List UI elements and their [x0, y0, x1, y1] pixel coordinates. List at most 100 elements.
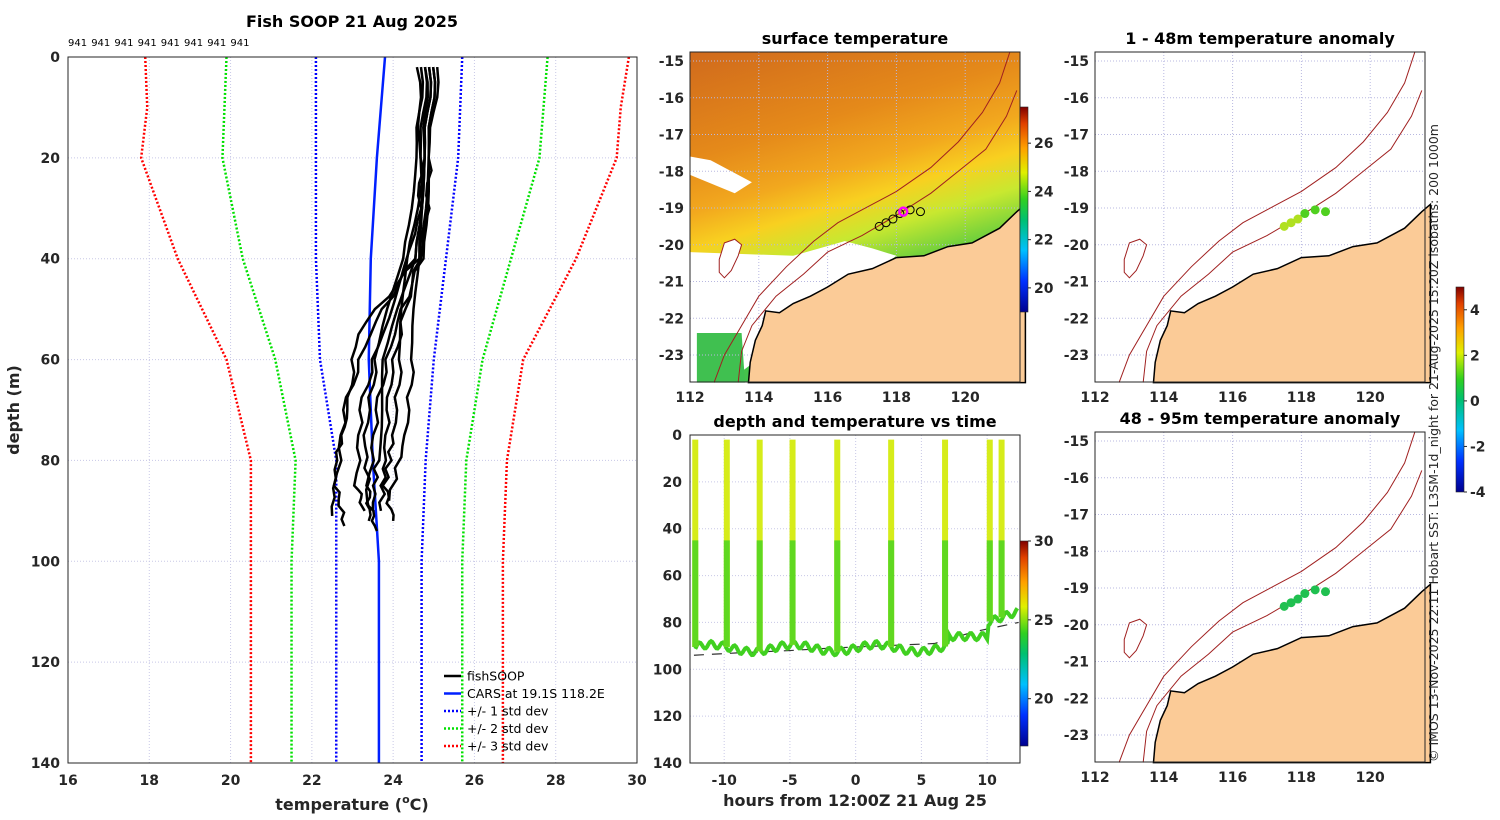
legend-entry: CARS at 19.1S 118.2E	[467, 686, 605, 701]
map-title: 48 - 95m temperature anomaly	[1120, 409, 1401, 428]
anomaly-point	[1320, 207, 1330, 217]
legend-entry: +/- 1 std dev	[467, 704, 549, 719]
y-tick-label: 40	[41, 252, 61, 268]
anomaly-point	[1279, 221, 1289, 231]
anomaly-point	[1310, 205, 1320, 215]
y-tick-label: 120	[31, 655, 60, 671]
lat-tick-label: -20	[1064, 618, 1090, 634]
sst-colorbar	[1019, 106, 1029, 313]
lat-tick-label: -21	[1064, 275, 1089, 291]
y-tick-label: 60	[663, 569, 683, 585]
lat-tick-label: -17	[659, 128, 684, 144]
y-tick-label: 40	[663, 522, 683, 538]
colorbar-tick-label: 20	[1034, 692, 1054, 708]
lon-tick-label: 116	[1218, 390, 1247, 406]
x-tick-label: 18	[140, 773, 159, 789]
colorbar-tick-label: 4	[1470, 303, 1480, 319]
y-tick-label: 20	[663, 475, 683, 491]
colorbar-tick-label: 0	[1470, 394, 1480, 410]
y-tick-label: 100	[31, 554, 60, 570]
fishsoop-profile	[362, 66, 425, 532]
x-tick-label: 30	[627, 773, 647, 789]
y-tick-label: 20	[41, 151, 61, 167]
land-australia	[1152, 202, 1432, 384]
lon-tick-label: 118	[882, 390, 911, 406]
lon-tick-label: 112	[675, 390, 704, 406]
anomaly-point	[1293, 594, 1303, 604]
anomaly-point	[1310, 585, 1320, 595]
lat-tick-label: -20	[1064, 238, 1090, 254]
fishsoop-profile	[352, 66, 429, 512]
lat-tick-label: -18	[659, 164, 684, 180]
sst-patch	[696, 332, 746, 383]
x-tick-label: 24	[383, 773, 403, 789]
lon-tick-label: 114	[1149, 390, 1178, 406]
track-point	[881, 218, 891, 228]
lat-tick-label: -20	[659, 238, 685, 254]
y-tick-label: 60	[41, 353, 61, 369]
y-tick-label: 0	[50, 50, 60, 66]
anomaly-point	[1300, 209, 1310, 219]
std2-high-line	[460, 56, 549, 763]
lon-tick-label: 114	[1149, 770, 1178, 786]
isobath-200m	[1142, 470, 1423, 763]
lat-tick-label: -22	[1064, 311, 1089, 327]
lon-tick-label: 120	[1356, 770, 1385, 786]
plot-frame	[689, 434, 1021, 764]
lat-tick-label: -17	[1064, 128, 1089, 144]
lat-tick-label: -23	[1064, 348, 1089, 364]
reef-outline	[1123, 238, 1148, 279]
reef-outline	[1123, 618, 1148, 659]
y-tick-label: 100	[653, 662, 682, 678]
anomaly-point	[1320, 587, 1330, 597]
anomaly-point	[1300, 589, 1310, 599]
std1-high-line	[420, 56, 464, 763]
isobath-1000m	[1118, 51, 1416, 383]
anomaly-point	[1293, 214, 1303, 224]
reef-outline	[718, 238, 743, 279]
y-tick-label: 0	[672, 428, 682, 444]
track-point	[874, 221, 884, 231]
x-tick-label: 16	[58, 773, 77, 789]
lon-tick-label: 120	[1356, 390, 1385, 406]
anomaly-point	[1286, 598, 1296, 608]
map-title: 1 - 48m temperature anomaly	[1125, 29, 1395, 48]
temperature-colorbar	[1019, 540, 1029, 747]
colorbar-tick-label: -2	[1470, 439, 1486, 455]
lat-tick-label: -15	[659, 54, 684, 70]
y-tick-label: 140	[31, 756, 60, 772]
y-tick-label: 80	[663, 615, 683, 631]
lat-tick-label: -23	[659, 348, 684, 364]
colorbar-tick-label: 2	[1470, 348, 1480, 364]
x-tick-label: 28	[546, 773, 565, 789]
y-tick-label: 120	[653, 709, 682, 725]
chart-title: depth and temperature vs time	[713, 412, 996, 431]
profile-count-label: 941	[207, 38, 226, 49]
isobath-1000m	[713, 51, 1011, 383]
x-tick-label: 26	[465, 773, 484, 789]
lat-tick-label: -16	[659, 91, 684, 107]
chart-title: Fish SOOP 21 Aug 2025	[246, 12, 458, 31]
legend-entry: fishSOOP	[467, 669, 525, 684]
land-australia	[747, 202, 1027, 384]
track-point	[888, 214, 898, 224]
lon-tick-label: 118	[1287, 770, 1316, 786]
anomaly-colorbar	[1455, 286, 1465, 493]
map-title: surface temperature	[762, 29, 949, 48]
lat-tick-label: -22	[659, 311, 684, 327]
isobath-200m	[737, 90, 1018, 383]
track-point	[915, 207, 925, 217]
colorbar-tick-label: 20	[1034, 281, 1054, 297]
x-tick-label: 10	[977, 773, 997, 789]
colorbar-tick-label: 30	[1034, 534, 1054, 550]
plot-area	[68, 57, 637, 763]
lat-tick-label: -18	[1064, 164, 1089, 180]
profile-count-label: 941	[230, 38, 249, 49]
std2-low-line	[221, 56, 297, 763]
profile-count-label: 941	[161, 38, 180, 49]
lon-tick-label: 116	[813, 390, 842, 406]
lon-tick-label: 118	[1287, 390, 1316, 406]
legend-entry: +/- 3 std dev	[467, 739, 549, 754]
fishsoop-profile	[371, 66, 433, 511]
